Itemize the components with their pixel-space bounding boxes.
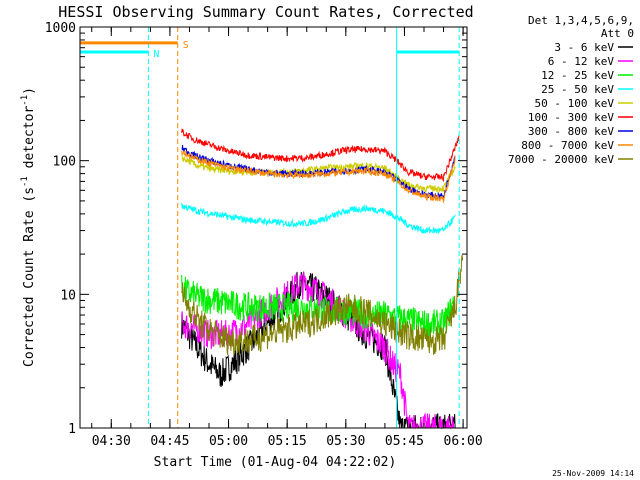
y-axis-label-sup-2: -1: [20, 95, 30, 106]
x-tick-label: 04:45: [150, 434, 189, 449]
timestamp: 25-Nov-2009 14:14: [552, 469, 634, 478]
chart-title: HESSI Observing Summary Count Rates, Cor…: [58, 3, 473, 21]
legend-label-100-300-kev: 100 - 300 keV: [528, 111, 614, 124]
y-axis-label-sup-1: -1: [20, 176, 30, 187]
plot-frame: [79, 26, 468, 429]
flag-label-n: N: [153, 49, 159, 60]
y-axis-label-part-3: ): [22, 87, 37, 95]
series-layer: [181, 128, 464, 430]
y-tick-label: 1: [68, 422, 76, 437]
y-axis-label-part-1: Corrected Count Rate (s: [22, 187, 37, 367]
x-tick-label: 05:15: [268, 434, 307, 449]
legend-header-line-2: Att 0: [601, 27, 634, 40]
x-tick-label: 04:30: [92, 434, 131, 449]
x-axis: 04:30 04:45 05:00 05:15 05:30 05:45 06:00: [91, 27, 483, 449]
x-tick-label: 05:30: [326, 434, 365, 449]
legend-label-300-800-kev: 300 - 800 keV: [528, 125, 614, 138]
series-line-800-7000-kev: [181, 149, 456, 204]
series-line-100-300-kev: [181, 128, 460, 183]
legend-label-50-100-kev: 50 - 100 keV: [535, 97, 615, 110]
y-tick-label: 1000: [45, 21, 76, 36]
legend-label-7000-20000-kev: 7000 - 20000 keV: [508, 153, 614, 166]
flag-label-s: S: [183, 40, 189, 51]
y-tick-label: 10: [60, 288, 76, 303]
x-tick-label: 05:00: [209, 434, 248, 449]
legend-label-12-25-kev: 12 - 25 keV: [541, 69, 614, 82]
y-tick-label: 100: [53, 155, 76, 170]
legend-label-25-50-kev: 25 - 50 keV: [541, 83, 614, 96]
marker-layer: NS: [80, 27, 460, 428]
series-line-3-6-kev: [181, 271, 456, 430]
legend-label-3-6-kev: 3 - 6 keV: [554, 41, 614, 54]
y-axis-label: Corrected Count Rate (s-1 detector-1): [20, 87, 37, 367]
series-line-50-100-kev: [181, 154, 456, 194]
x-tick-label: 06:00: [444, 434, 483, 449]
plot-area: NS: [79, 26, 468, 430]
legend-label-800-7000-kev: 800 - 7000 keV: [521, 139, 614, 152]
series-line-7000-20000-kev: [181, 254, 464, 356]
y-axis-label-part-2: detector: [22, 106, 37, 177]
series-line-25-50-kev: [181, 202, 456, 235]
x-tick-label: 05:45: [385, 434, 424, 449]
y-axis: 1 10 100 1000: [45, 21, 467, 437]
legend-header-line-1: Det 1,3,4,5,6,9,: [528, 14, 634, 27]
legend-label-6-12-kev: 6 - 12 keV: [548, 55, 615, 68]
x-axis-label: Start Time (01-Aug-04 04:22:02): [154, 455, 397, 470]
